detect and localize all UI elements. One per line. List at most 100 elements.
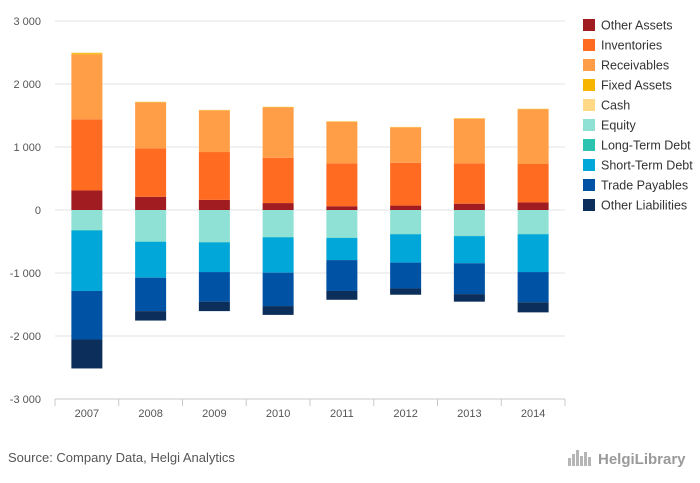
bar-segment	[71, 190, 103, 210]
bar-segment	[198, 152, 230, 200]
legend-swatch	[583, 39, 595, 51]
x-tick-label: 2008	[138, 408, 162, 420]
bar-segment	[390, 288, 422, 295]
bar-segment	[453, 203, 485, 210]
x-tick-label: 2010	[266, 408, 290, 420]
bar-segment	[390, 262, 422, 289]
bar-segment	[453, 163, 485, 204]
bar-segment	[390, 205, 422, 210]
bar-segment	[453, 294, 485, 302]
legend-swatch	[583, 99, 595, 111]
y-tick-label: -2 000	[10, 331, 41, 343]
x-tick-label: 2011	[330, 408, 354, 420]
legend-label: Other Liabilities	[601, 199, 687, 213]
bar-segment	[135, 277, 167, 312]
bar-segment	[326, 121, 358, 164]
logo-text: HelgiLibrary	[598, 450, 686, 468]
bar-segment	[326, 206, 358, 210]
bar-segment	[198, 272, 230, 302]
bar-segment	[326, 260, 358, 291]
y-tick-label: 0	[35, 205, 41, 217]
y-tick-label: 2 000	[13, 79, 41, 91]
legend-label: Trade Payables	[601, 179, 688, 193]
bar-segment	[390, 127, 422, 163]
legend-label: Cash	[601, 99, 630, 113]
bar-segment	[71, 54, 103, 120]
bar-segment	[517, 210, 549, 234]
bar-segment	[453, 236, 485, 264]
bar-segment	[262, 157, 294, 204]
y-tick-label: -3 000	[10, 394, 41, 406]
legend-label: Long-Term Debt	[601, 139, 691, 153]
x-tick-label: 2009	[202, 408, 226, 420]
legend-swatch	[583, 19, 595, 31]
bar-segment	[71, 290, 103, 340]
bar-segment	[135, 102, 167, 149]
bar-segment	[326, 210, 358, 238]
bar-segment	[517, 272, 549, 303]
helgi-city-skyline-icon	[568, 448, 594, 471]
bar-stacks	[71, 52, 549, 369]
bar-segment	[262, 237, 294, 273]
x-tick-label: 2013	[457, 408, 481, 420]
bar-segment	[135, 241, 167, 278]
legend-swatch	[583, 79, 595, 91]
bar-segment	[71, 339, 103, 369]
bar-segment	[262, 210, 294, 238]
bar-segment	[326, 290, 358, 300]
bar-segment	[135, 196, 167, 210]
legend-swatch	[583, 59, 595, 71]
x-axis-ticks: 2007 2008 2009 2010 2011 2012 2013 2014	[54, 399, 566, 420]
legend-swatch	[583, 159, 595, 171]
x-tick-label: 2007	[75, 408, 99, 420]
bar-segment	[71, 119, 103, 191]
bar-segment	[135, 148, 167, 197]
y-tick-label: 1 000	[13, 142, 41, 154]
bar-segment	[453, 210, 485, 236]
bar-segment	[198, 242, 230, 273]
y-axis-ticks: -3 000 -2 000 -1 000 0 1 000 2 000 3 000	[10, 16, 41, 406]
bar-segment	[517, 302, 549, 313]
bar-segment	[326, 238, 358, 261]
bar-segment	[326, 163, 358, 207]
bar-segment	[262, 107, 294, 158]
source-note: Source: Company Data, Helgi Analytics	[8, 450, 235, 465]
legend-label: Inventories	[601, 39, 662, 53]
bar-segment	[517, 202, 549, 210]
bar-segment	[71, 52, 103, 54]
legend-swatch	[583, 179, 595, 191]
legend-swatch	[583, 119, 595, 131]
bar-segment	[517, 234, 549, 273]
bar-segment	[135, 210, 167, 242]
y-tick-label: 3 000	[13, 16, 41, 28]
bar-segment	[453, 263, 485, 295]
bar-segment	[198, 110, 230, 153]
bar-segment	[71, 210, 103, 231]
legend-label: Other Assets	[601, 19, 673, 33]
x-tick-label: 2012	[393, 408, 417, 420]
bar-segment	[198, 301, 230, 312]
legend-label: Receivables	[601, 59, 669, 73]
legend-label: Equity	[601, 119, 636, 133]
helgi-library-logo: HelgiLibrary	[568, 449, 686, 469]
y-tick-label: -1 000	[10, 268, 41, 280]
legend-label: Fixed Assets	[601, 79, 672, 93]
bar-segment	[517, 164, 549, 203]
bar-segment	[135, 311, 167, 321]
bar-segment	[198, 199, 230, 210]
bar-segment	[453, 118, 485, 164]
grid-lines	[55, 20, 565, 337]
bar-segment	[198, 210, 230, 243]
bar-segment	[390, 162, 422, 206]
bar-segment	[262, 203, 294, 210]
x-tick-label: 2014	[521, 408, 545, 420]
bar-segment	[262, 272, 294, 307]
bar-segment	[71, 230, 103, 291]
legend-swatch	[583, 199, 595, 211]
bar-segment	[390, 210, 422, 234]
legend: Other Assets Inventories Receivables Fixed …	[583, 19, 693, 213]
legend-label: Short-Term Debt	[601, 159, 693, 173]
bar-segment	[390, 234, 422, 263]
bar-segment	[517, 109, 549, 165]
